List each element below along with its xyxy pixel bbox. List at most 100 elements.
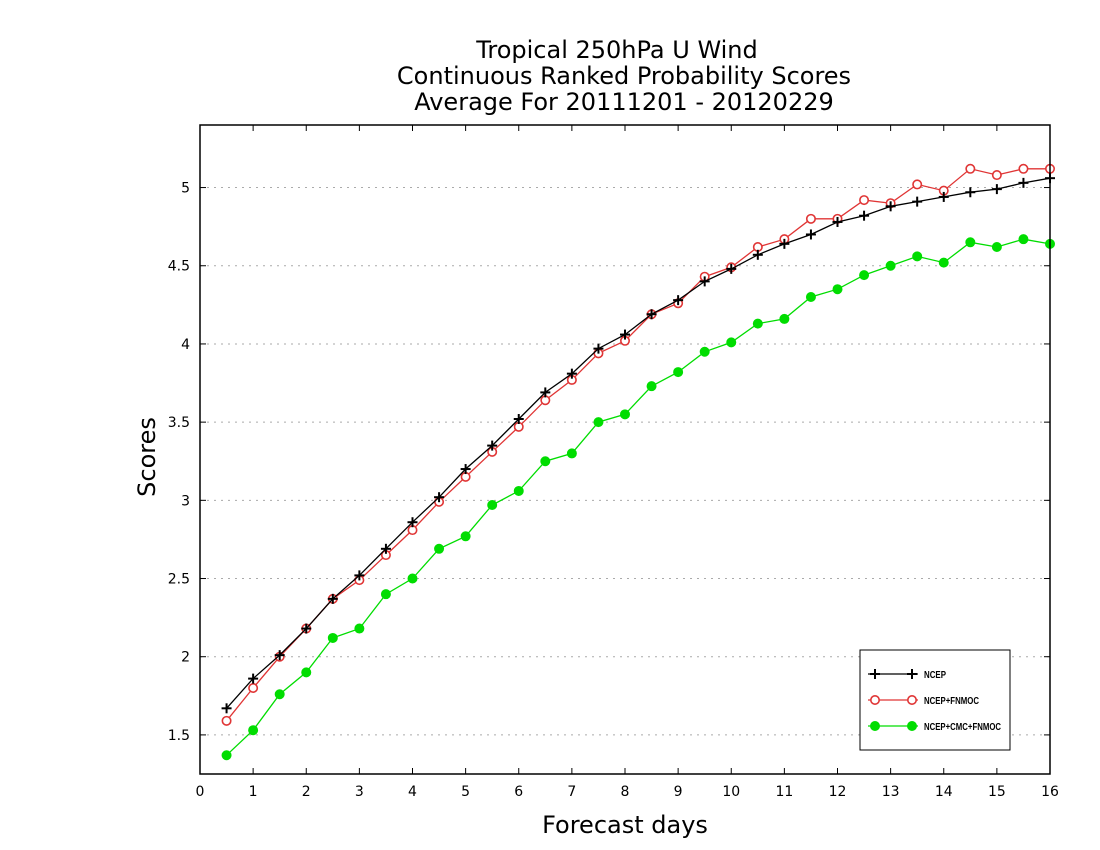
series-ncep-cmc-fnmoc	[221, 234, 1055, 761]
data-point-ncep-cmc-fnmoc	[620, 409, 630, 420]
data-point-ncep	[487, 440, 498, 451]
data-point-ncep	[593, 343, 604, 354]
data-point-ncep-cmc-fnmoc	[673, 367, 684, 378]
data-point-ncep-fnmoc	[859, 195, 870, 206]
data-point-ncep	[646, 309, 657, 320]
data-point-ncep	[859, 210, 870, 221]
x-tick-label: 9	[674, 784, 683, 800]
y-tick-label: 5	[181, 181, 190, 197]
data-point-ncep-cmc-fnmoc	[301, 667, 312, 678]
data-point-ncep	[885, 201, 896, 212]
data-point-ncep-cmc-fnmoc	[885, 260, 896, 271]
x-tick-label: 3	[355, 784, 364, 800]
data-point-ncep	[726, 263, 737, 274]
legend-item-ncep-cmc-fnmoc: NCEP+CMC+FNMOC	[868, 721, 1001, 733]
x-axis-label: Forecast days	[542, 811, 708, 839]
data-point-ncep-cmc-fnmoc	[327, 632, 338, 643]
y-tick-label: 4.5	[168, 259, 190, 275]
data-point-ncep	[991, 184, 1002, 195]
x-tick-label: 15	[988, 784, 1006, 800]
data-point-ncep-cmc-fnmoc	[726, 337, 737, 348]
x-tick-label: 0	[196, 784, 205, 800]
chart-title-line-2: Continuous Ranked Probability Scores	[397, 62, 851, 90]
data-point-ncep	[354, 570, 365, 581]
y-tick-label: 3.5	[168, 415, 190, 431]
data-point-ncep-cmc-fnmoc	[991, 241, 1002, 252]
x-axis: 0 1 2 3 4 5 6 7 8 9 10 11 12 13 14 15 16	[196, 125, 1059, 800]
data-point-ncep-cmc-fnmoc	[965, 237, 976, 248]
data-point-ncep-fnmoc	[1018, 163, 1029, 174]
x-tick-label: 14	[935, 784, 953, 800]
data-point-ncep-cmc-fnmoc	[593, 417, 604, 428]
data-point-ncep-fnmoc	[912, 179, 923, 190]
x-tick-label: 5	[461, 784, 470, 800]
data-point-ncep-fnmoc	[991, 170, 1002, 181]
data-point-ncep	[221, 703, 232, 714]
data-point-ncep	[673, 295, 684, 306]
x-tick-label: 2	[302, 784, 311, 800]
data-point-ncep-fnmoc	[965, 163, 976, 174]
series-layer	[221, 163, 1056, 761]
y-tick-label: 4	[181, 337, 190, 353]
legend-label: NCEP+FNMOC	[924, 696, 979, 707]
y-tick-label: 3	[181, 493, 190, 509]
data-point-ncep-cmc-fnmoc	[646, 381, 657, 392]
x-tick-label: 16	[1041, 784, 1059, 800]
x-tick-label: 13	[882, 784, 900, 800]
data-point-ncep	[380, 543, 391, 554]
legend-label: NCEP	[924, 670, 946, 681]
x-tick-label: 11	[775, 784, 793, 800]
legend-label: NCEP+CMC+FNMOC	[924, 722, 1001, 733]
data-point-ncep	[301, 623, 312, 634]
data-point-ncep-cmc-fnmoc	[805, 292, 816, 303]
legend-marker	[870, 669, 880, 679]
data-point-ncep-cmc-fnmoc	[354, 623, 365, 634]
y-axis-label: Scores	[133, 417, 161, 497]
data-point-ncep	[699, 276, 710, 287]
data-point-ncep-fnmoc	[248, 682, 259, 693]
chart-title-line-3: Average For 20111201 - 20120229	[414, 88, 834, 116]
x-tick-label: 7	[567, 784, 576, 800]
data-point-ncep	[407, 517, 418, 528]
series-line-ncep	[226, 177, 1051, 709]
data-point-ncep	[912, 196, 923, 207]
data-point-ncep	[434, 492, 445, 503]
legend-marker	[906, 694, 917, 705]
data-point-ncep	[566, 368, 577, 379]
data-point-ncep-cmc-fnmoc	[487, 500, 498, 511]
x-tick-label: 8	[621, 784, 630, 800]
y-tick-label: 2	[181, 650, 190, 666]
legend-marker	[907, 669, 917, 679]
data-point-ncep	[513, 414, 524, 425]
data-point-ncep-cmc-fnmoc	[912, 251, 923, 262]
data-point-ncep	[620, 329, 630, 340]
data-point-ncep	[327, 593, 338, 604]
data-point-ncep-cmc-fnmoc	[407, 573, 418, 584]
data-point-ncep-cmc-fnmoc	[859, 270, 870, 281]
data-point-ncep	[540, 387, 551, 398]
legend-marker	[870, 721, 880, 731]
data-point-ncep	[460, 464, 471, 475]
series-line-ncep-fnmoc	[226, 168, 1050, 722]
data-point-ncep-cmc-fnmoc	[221, 750, 232, 761]
x-tick-label: 10	[722, 784, 740, 800]
data-point-ncep-cmc-fnmoc	[540, 456, 551, 467]
legend-item-ncep-fnmoc: NCEP+FNMOC	[868, 694, 979, 707]
data-point-ncep-cmc-fnmoc	[248, 725, 259, 736]
data-point-ncep-cmc-fnmoc	[513, 485, 524, 496]
series-ncep-fnmoc	[221, 163, 1056, 726]
data-point-ncep-cmc-fnmoc	[566, 448, 577, 459]
data-point-ncep-fnmoc	[221, 715, 232, 726]
data-point-ncep	[274, 650, 285, 661]
data-point-ncep-cmc-fnmoc	[752, 318, 763, 329]
chart-title-line-1: Tropical 250hPa U Wind	[475, 36, 758, 64]
y-axis: 1.5 2 2.5 3 3.5 4 4.5 5	[168, 181, 1050, 744]
data-point-ncep-cmc-fnmoc	[274, 689, 285, 700]
x-tick-label: 12	[829, 784, 847, 800]
data-point-ncep-cmc-fnmoc	[460, 531, 471, 542]
data-point-ncep	[805, 229, 816, 240]
y-tick-label: 2.5	[168, 572, 190, 588]
data-point-ncep	[752, 249, 763, 260]
data-point-ncep	[832, 216, 843, 227]
